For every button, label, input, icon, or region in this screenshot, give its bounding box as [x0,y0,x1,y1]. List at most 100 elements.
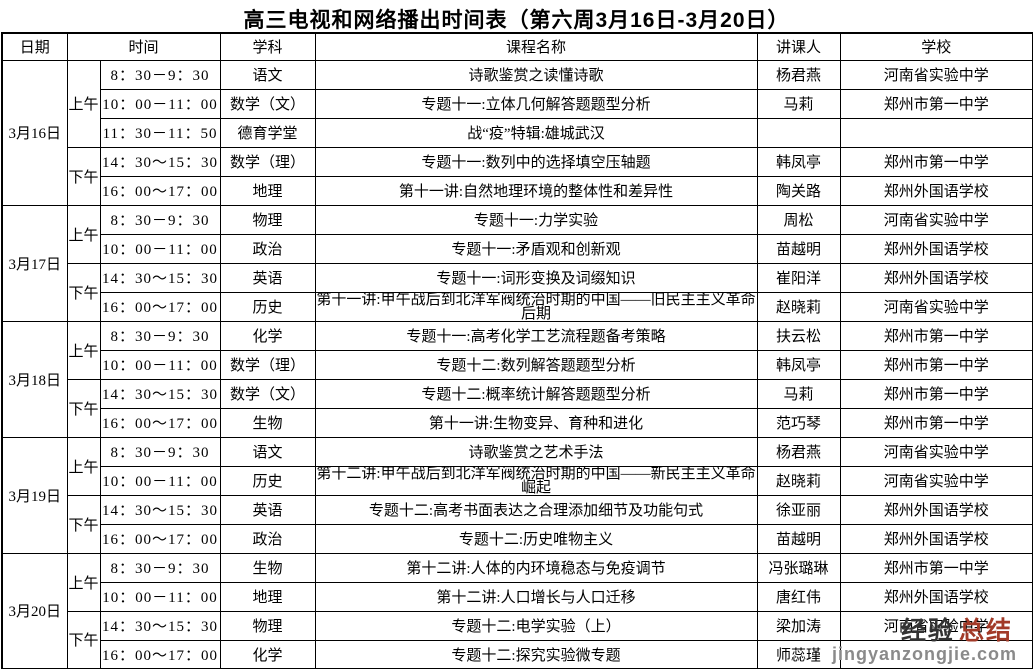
lecturer-cell: 杨君燕 [756,59,841,90]
col-header-course: 课程名称 [314,32,758,61]
lecturer-cell: 苗越明 [756,523,841,554]
time-cell: 10：00－11：00 [99,233,221,264]
schedule-row: 3月17日 上午 8：30－9：30 物理 专题十一:力学实验 周松 河南省实验中学 [1,204,1033,322]
subject-cell: 化学 [219,639,316,669]
subject-cell: 生物 [219,407,316,438]
schedule-row: 10：00－11：00 地理 第十二讲:人口增长与人口迁移 唐红伟 郑州外国语学校 [2,581,1033,612]
school-cell: 河南省实验中学 [839,465,1033,496]
subject-cell: 物理 [219,610,316,641]
schedule-row: 下午 14：30～15：30 英语 专题十一:词形变换及词缀知识 崔阳洋 郑州外国语学校 [2,262,1033,322]
school-cell: 郑州市第一中学 [839,146,1033,177]
school-cell: 郑州市第一中学 [839,320,1033,351]
course-cell: 专题十二:探究实验微专题 [314,639,758,669]
school-cell [839,117,1033,148]
schedule-row: 16：00～17：00 化学 专题十二:探究实验微专题 师蕊瑾 [2,639,1033,669]
school-cell: 郑州外国语学校 [839,494,1033,525]
subject-cell: 物理 [219,204,316,235]
time-cell: 8：30－9：30 [99,59,221,90]
schedule-row: 下午 14：30～15：30 物理 专题十二:电学实验（上） 梁加涛 河南省实验中学 [2,610,1033,669]
schedule-table: 日期 时间 学科 课程名称 讲课人 学校 3月16日 上午 8：30－9：30 语文诗… [1,32,1033,669]
course-cell: 专题十二:高考书面表达之合理添加细节及功能句式 [314,494,758,525]
schedule-row: 3月19日 上午 8：30－9：30 语文 诗歌鉴赏之艺术手法 杨君燕 河南省实验中学 [1,436,1033,554]
time-cell: 14：30～15：30 [99,262,221,293]
course-cell: 专题十一:数列中的选择填空压轴题 [314,146,758,177]
schedule-row: 下午 14：30～15：30 数学（理） 专题十一:数列中的选择填空压轴题 韩凤亭 郑州市… [2,146,1033,206]
subject-cell: 语文 [219,59,316,90]
subject-cell: 历史 [219,291,316,322]
subject-cell: 地理 [219,581,316,612]
subject-cell: 地理 [219,175,316,206]
course-cell: 专题十二:历史唯物主义 [314,523,758,554]
time-cell: 16：00～17：00 [99,639,221,669]
lecturer-cell: 徐亚丽 [756,494,841,525]
course-cell: 第十一讲:生物变异、育种和进化 [314,407,758,438]
time-cell: 16：00～17：00 [99,175,221,206]
time-cell: 10：00－11：00 [99,581,221,612]
subject-cell: 英语 [219,494,316,525]
lecturer-cell: 冯张璐琳 [756,552,841,583]
lecturer-cell: 苗越明 [756,233,841,264]
course-cell: 战“疫”特辑:雄城武汉 [314,117,758,148]
school-cell: 郑州市第一中学 [839,88,1033,119]
lecturer-cell: 韩凤亭 [756,146,841,177]
lecturer-cell: 马莉 [756,88,841,119]
period-cell: 上午 [66,436,101,496]
time-cell: 16：00～17：00 [99,523,221,554]
school-cell: 郑州市第一中学 [839,349,1033,380]
page-title: 高三电视和网络播出时间表（第六周3月16日-3月20日） [243,9,790,32]
period-cell: 下午 [66,610,101,669]
time-cell: 11：30－11：50 [99,117,221,148]
time-cell: 10：00－11：00 [99,349,221,380]
watermark-text-dark: 经验 [900,617,955,645]
course-cell: 专题十一:力学实验 [314,204,758,235]
lecturer-cell: 崔阳洋 [756,262,841,293]
time-cell: 8：30－9：30 [99,320,221,351]
lecturer-cell: 师蕊瑾 [756,639,841,669]
col-header-subject: 学科 [219,32,316,61]
header-row: 日期 时间 学科 课程名称 讲课人 学校 [1,32,1033,61]
school-cell: 河南省实验中学 [839,59,1033,90]
schedule-row: 下午 14：30～15：30 英语 专题十二:高考书面表达之合理添加细节及功能句式 徐亚… [2,494,1033,554]
lecturer-cell [756,117,841,148]
col-header-date: 日期 [1,32,68,61]
lecturer-cell: 范巧琴 [756,407,841,438]
course-cell: 专题十一:立体几何解答题题型分析 [314,88,758,119]
schedule-row: 11：30－11：50 德育学堂 战“疫”特辑:雄城武汉 [2,117,1033,148]
school-cell: 河南省实验中学 [839,610,1033,641]
lecturer-cell: 周松 [756,204,841,235]
subject-cell: 生物 [219,552,316,583]
period-cell: 上午 [66,204,101,264]
time-cell: 14：30～15：30 [99,610,221,641]
time-cell: 8：30－9：30 [99,552,221,583]
subject-cell: 政治 [219,233,316,264]
period-cell: 上午 [66,320,101,380]
school-cell [839,639,1033,669]
course-cell: 专题十二:概率统计解答题题型分析 [314,378,758,409]
time-cell: 16：00～17：00 [99,407,221,438]
schedule-row: 10：00－11：00 政治 专题十一:矛盾观和创新观 苗越明 郑州外国语学校 [2,233,1033,264]
schedule-row: 3月20日 上午 8：30－9：30 生物 第十二讲:人体的内环境稳态与免疫调节 冯张璐琳… [1,552,1033,669]
col-header-school: 学校 [839,32,1033,61]
subject-cell: 化学 [219,320,316,351]
lecturer-cell: 赵晓莉 [756,465,841,496]
period-cell: 下午 [66,262,101,322]
school-cell: 河南省实验中学 [839,291,1033,322]
period-cell: 下午 [66,146,101,206]
time-cell: 14：30～15：30 [99,494,221,525]
time-cell: 16：00～17：00 [99,291,221,322]
course-cell: 专题十二:电学实验（上） [314,610,758,641]
time-cell: 10：00－11：00 [99,88,221,119]
schedule-row: 10：00－11：00 数学（理） 专题十二:数列解答题题型分析 韩凤亭 郑州市第一中学 [2,349,1033,380]
date-cell: 3月18日 [1,320,68,438]
course-cell: 第十二讲:甲午战后到北洋军阀统治时期的中国——新民主主义革命崛起 [314,465,758,496]
watermark-text-red: 总结 [958,617,1013,645]
course-cell: 第十二讲:人体的内环境稳态与免疫调节 [314,552,758,583]
period-cell: 下午 [66,494,101,554]
time-cell: 8：30－9：30 [99,436,221,467]
col-header-lecturer: 讲课人 [756,32,841,61]
watermark: 经验 总结 jingyanzongjie.com [832,617,1017,664]
school-cell: 郑州市第一中学 [839,378,1033,409]
schedule-row: 16：00～17：00 生物 第十一讲:生物变异、育种和进化 范巧琴 郑州市第一中学 [2,407,1033,438]
lecturer-cell: 唐红伟 [756,581,841,612]
course-cell: 诗歌鉴赏之艺术手法 [314,436,758,467]
